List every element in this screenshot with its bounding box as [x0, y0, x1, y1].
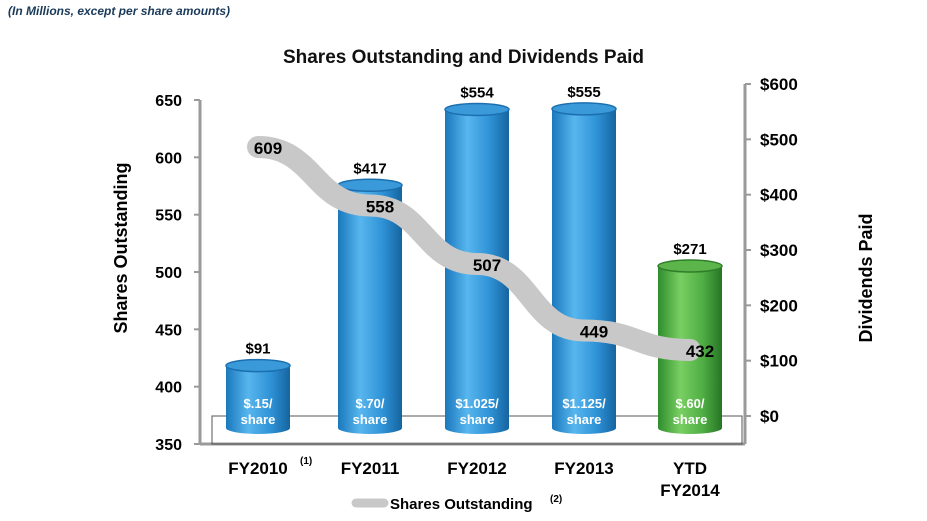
left-tick-label: 400 — [155, 380, 182, 397]
bar — [225, 358, 291, 434]
per-share-unit-label: share — [567, 412, 602, 427]
legend: Shares Outstanding (2) — [351, 494, 562, 513]
per-share-amount-label: $1.025/ — [455, 396, 499, 411]
legend-footnote-marker: (2) — [550, 494, 562, 505]
per-share-unit-label: share — [241, 412, 276, 427]
per-share-unit-label: share — [353, 412, 388, 427]
category-label: FY2013 — [554, 459, 614, 478]
line-point — [583, 329, 585, 332]
category-label: FY2011 — [341, 459, 400, 478]
line-point — [257, 146, 259, 149]
category-label: FY2012 — [447, 459, 507, 478]
category-label: FY2010 — [228, 459, 288, 478]
line-point — [476, 262, 478, 265]
category-label: YTD — [673, 459, 707, 478]
bar-body — [338, 185, 402, 434]
left-tick-label: 550 — [155, 208, 182, 225]
bar-top — [337, 178, 403, 193]
per-share-amount-label: $.15/ — [244, 396, 273, 411]
per-share-amount-label: $.60/ — [676, 396, 705, 411]
left-tick-label: 500 — [155, 265, 182, 282]
bar-top — [657, 259, 723, 273]
per-share-unit-label: share — [460, 412, 495, 427]
right-tick-label: $400 — [760, 186, 798, 205]
line-value-label: 558 — [366, 197, 394, 216]
line-point — [369, 204, 371, 207]
left-tick-label: 450 — [155, 322, 182, 339]
legend-label: Shares Outstanding — [390, 496, 533, 513]
right-tick-label: $100 — [760, 352, 798, 371]
line-value-label: 609 — [254, 139, 282, 158]
bar-value-label: $271 — [673, 241, 706, 258]
category-footnote-marker: (1) — [300, 456, 312, 467]
right-tick-label: $500 — [760, 130, 798, 149]
header-note: (In Millions, except per share amounts) — [8, 4, 231, 18]
left-tick-label: 350 — [155, 437, 182, 454]
bar-top — [225, 358, 291, 373]
bar-value-label: $91 — [245, 341, 270, 358]
right-tick-label: $600 — [760, 75, 798, 94]
bar-value-label: $555 — [567, 84, 600, 101]
category-label: FY2014 — [660, 481, 720, 500]
per-share-unit-label: share — [673, 412, 708, 427]
line-value-label: 507 — [473, 256, 501, 275]
bar — [337, 178, 403, 434]
right-axis-title: Dividends Paid — [856, 213, 876, 342]
bar-value-label: $554 — [460, 84, 494, 101]
left-axis-title: Shares Outstanding — [111, 162, 131, 333]
right-tick-label: $0 — [760, 407, 779, 426]
right-tick-label: $300 — [760, 241, 798, 260]
per-share-amount-label: $1.125/ — [562, 396, 606, 411]
line-value-label: 449 — [580, 322, 608, 341]
bar — [551, 102, 617, 435]
right-tick-label: $200 — [760, 296, 798, 315]
bar-body — [552, 108, 616, 435]
per-share-amount-label: $.70/ — [356, 396, 385, 411]
bar-top — [444, 102, 510, 117]
left-tick-label: 600 — [155, 150, 182, 167]
bar-value-label: $417 — [353, 160, 386, 177]
chart-title: Shares Outstanding and Dividends Paid — [282, 47, 645, 68]
left-tick-label: 650 — [155, 93, 182, 110]
line-point — [689, 348, 691, 351]
bar-body — [226, 365, 290, 434]
bar-top — [551, 102, 617, 116]
line-value-label: 432 — [686, 342, 714, 361]
